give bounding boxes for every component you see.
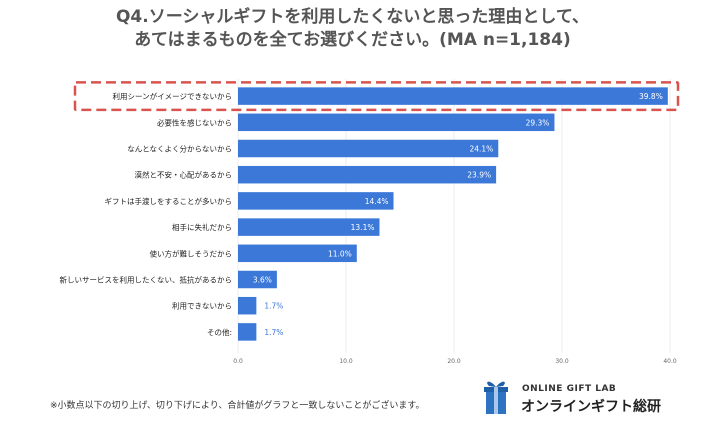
chart-title-line-2: あてはまるものを全てお選びください。(MA n=1,184) [134,30,571,50]
bar[interactable] [238,323,257,341]
data-label: 1.7% [264,302,283,311]
highlight-box [73,81,680,112]
category-label: その他: [207,327,232,337]
category-label: 新しいサービスを利用したくない、抵抗があるから [60,275,233,285]
category-label: 利用シーンがイメージできないから [113,91,232,101]
x-tick-label: 30.0 [555,358,569,365]
bar[interactable] [238,296,257,315]
chart-title-line-1: Q4.ソーシャルギフトを利用したくないと思った理由として、 [115,7,590,27]
logo-name: オンラインギフト総研 [521,399,661,415]
gift-box-icon [484,381,508,414]
x-tick-label: 0.0 [233,358,243,365]
data-label: 11.0% [328,249,352,258]
category-label: 使い方が難しそうだから [150,248,233,258]
bar[interactable] [238,113,555,132]
data-label: 1.7% [264,328,283,337]
footnote: ※小数点以下の切り上げ、切り下げにより、合計値がグラフと一致しないことがございま… [50,401,425,411]
data-label: 3.6% [253,276,272,285]
bar[interactable] [238,87,668,105]
logo-subtitle: ONLINE GIFT LAB [522,384,617,394]
category-label: 利用できないから [172,301,232,311]
bar[interactable] [238,165,497,184]
x-tick-label: 40.0 [663,358,677,365]
data-label: 23.9% [467,171,491,180]
bar[interactable] [238,270,277,289]
data-label: 14.4% [365,197,389,206]
data-label: 13.1% [351,223,375,232]
x-tick-label: 20.0 [447,358,461,365]
category-label: 必要性を感じないから [157,117,232,127]
chart-title: Q4.ソーシャルギフトを利用したくないと思った理由として、 あてはまるものを全て… [0,6,705,52]
bar[interactable] [238,192,394,210]
data-label: 24.1% [469,145,493,154]
bar[interactable] [238,218,380,236]
data-label: 29.3% [526,118,550,127]
bar[interactable] [238,244,357,263]
bar[interactable] [238,139,499,158]
category-label: 相手に失礼だから [172,222,232,232]
logo: ONLINE GIFT LAB オンラインギフト総研 [480,376,695,416]
x-tick-label: 10.0 [339,358,353,365]
category-label: ギフトは手渡しをすることが多いから [105,196,233,206]
category-label: なんとなくよく分からないから [127,145,232,154]
data-label: 39.8% [639,92,663,101]
category-label: 漠然と不安・心配があるから [135,170,233,180]
